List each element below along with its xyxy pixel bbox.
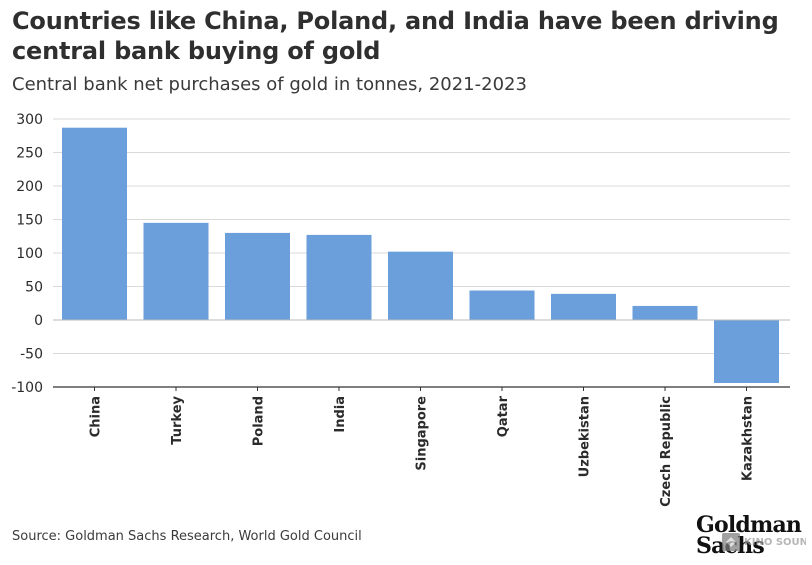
x-tick-label-china: China — [89, 396, 104, 437]
y-tick-label-2: 200 — [16, 179, 43, 195]
bar-singapore — [388, 251, 453, 320]
chart-subtitle: Central bank net purchases of gold in to… — [12, 74, 527, 95]
x-tick-label-qatar: Qatar — [496, 395, 511, 437]
x-tick-label-singapore: Singapore — [415, 396, 430, 471]
x-tick-label-turkey: Turkey — [170, 395, 185, 444]
bar-kazakhstan — [714, 320, 779, 383]
x-tick-label-czech-republic: Czech Republic — [659, 396, 674, 507]
y-tick-label-6: 0 — [34, 313, 43, 329]
bar-poland — [225, 232, 290, 320]
x-tick-label-uzbekistan: Uzbekistan — [578, 396, 593, 477]
y-tick-label-8: -100 — [11, 380, 43, 396]
bar-turkey — [143, 222, 209, 320]
source-note: Source: Goldman Sachs Research, World Go… — [12, 529, 362, 544]
bar-china — [62, 127, 127, 321]
bar-czech-republic — [632, 305, 698, 320]
y-tick-label-7: -50 — [20, 347, 43, 363]
watermark-diamond-icon — [726, 537, 736, 547]
y-tick-label-3: 150 — [16, 213, 43, 229]
y-tick-label-5: 50 — [25, 280, 43, 296]
x-tick-label-india: India — [333, 396, 348, 433]
watermark-text: KINO SOUND — [744, 537, 806, 548]
watermark-badge: KINO SOUND — [722, 533, 806, 551]
bar-india — [306, 234, 372, 320]
y-tick-label-4: 100 — [16, 246, 43, 262]
x-tick-label-poland: Poland — [252, 396, 267, 446]
logo-line-1: Goldman — [696, 512, 802, 538]
x-tick-label-kazakhstan: Kazakhstan — [741, 396, 756, 481]
chart-title: Countries like China, Poland, and India … — [12, 7, 779, 65]
y-tick-label-1: 250 — [16, 146, 43, 162]
bar-uzbekistan — [551, 293, 616, 320]
y-tick-label-0: 300 — [16, 112, 43, 128]
bar-qatar — [469, 290, 535, 320]
